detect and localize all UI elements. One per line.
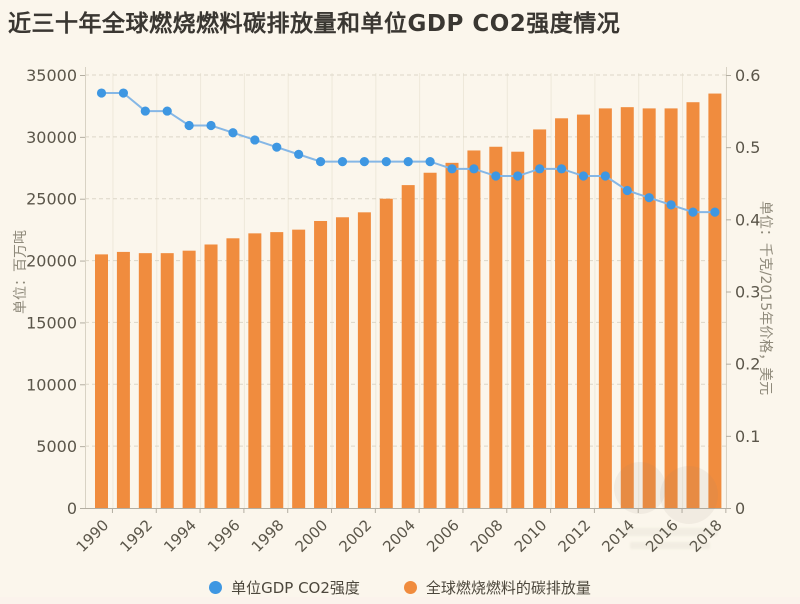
svg-text:0.1: 0.1 [735, 427, 760, 446]
svg-text:1998: 1998 [248, 516, 288, 556]
legend-item-gdp-co2-intensity[interactable]: 单位GDP CO2强度 [209, 577, 360, 598]
svg-text:2004: 2004 [379, 516, 419, 556]
emissions-legend-dot-icon [403, 580, 417, 594]
svg-text:2000: 2000 [292, 516, 332, 556]
chart-title: 近三十年全球燃烧燃料碳排放量和单位GDP CO2强度情况 [8, 11, 621, 37]
svg-text:2016: 2016 [642, 516, 682, 556]
svg-text:25000: 25000 [26, 190, 77, 209]
legend-item-fuel-emissions[interactable]: 全球燃烧燃料的碳排放量 [403, 577, 591, 598]
svg-text:2002: 2002 [335, 516, 375, 556]
svg-text:0: 0 [67, 499, 77, 518]
svg-text:0.4: 0.4 [735, 210, 760, 229]
svg-text:0.6: 0.6 [735, 66, 760, 85]
legend-label-emissions: 全球燃烧燃料的碳排放量 [425, 578, 591, 597]
svg-text:30000: 30000 [26, 128, 77, 147]
svg-text:0.5: 0.5 [735, 138, 760, 157]
legend-label-intensity: 单位GDP CO2强度 [231, 578, 360, 597]
legend: 单位GDP CO2强度 全球燃烧燃料的碳排放量 [0, 574, 800, 600]
svg-text:35000: 35000 [26, 66, 77, 85]
svg-text:2014: 2014 [598, 516, 638, 556]
intensity-legend-dot-icon [209, 580, 223, 594]
svg-text:10000: 10000 [26, 375, 77, 394]
svg-text:20000: 20000 [26, 252, 77, 271]
svg-text:2008: 2008 [467, 516, 507, 556]
svg-text:0.3: 0.3 [735, 283, 760, 302]
svg-text:2018: 2018 [686, 516, 726, 556]
svg-text:1996: 1996 [204, 516, 244, 556]
svg-text:2010: 2010 [511, 516, 551, 556]
chart-canvas: 1990 1992 1994 1996 1998 2000 2002 2004 2006 2008… [26, 66, 760, 556]
svg-text:1992: 1992 [116, 516, 156, 556]
bottom-strip [0, 597, 800, 604]
svg-text:0: 0 [735, 499, 745, 518]
svg-text:2012: 2012 [555, 516, 595, 556]
svg-text:0.2: 0.2 [735, 355, 760, 374]
svg-text:1990: 1990 [73, 516, 113, 556]
svg-text:2006: 2006 [423, 516, 463, 556]
svg-text:1994: 1994 [160, 516, 200, 556]
svg-text:15000: 15000 [26, 313, 77, 332]
svg-text:5000: 5000 [36, 437, 77, 456]
